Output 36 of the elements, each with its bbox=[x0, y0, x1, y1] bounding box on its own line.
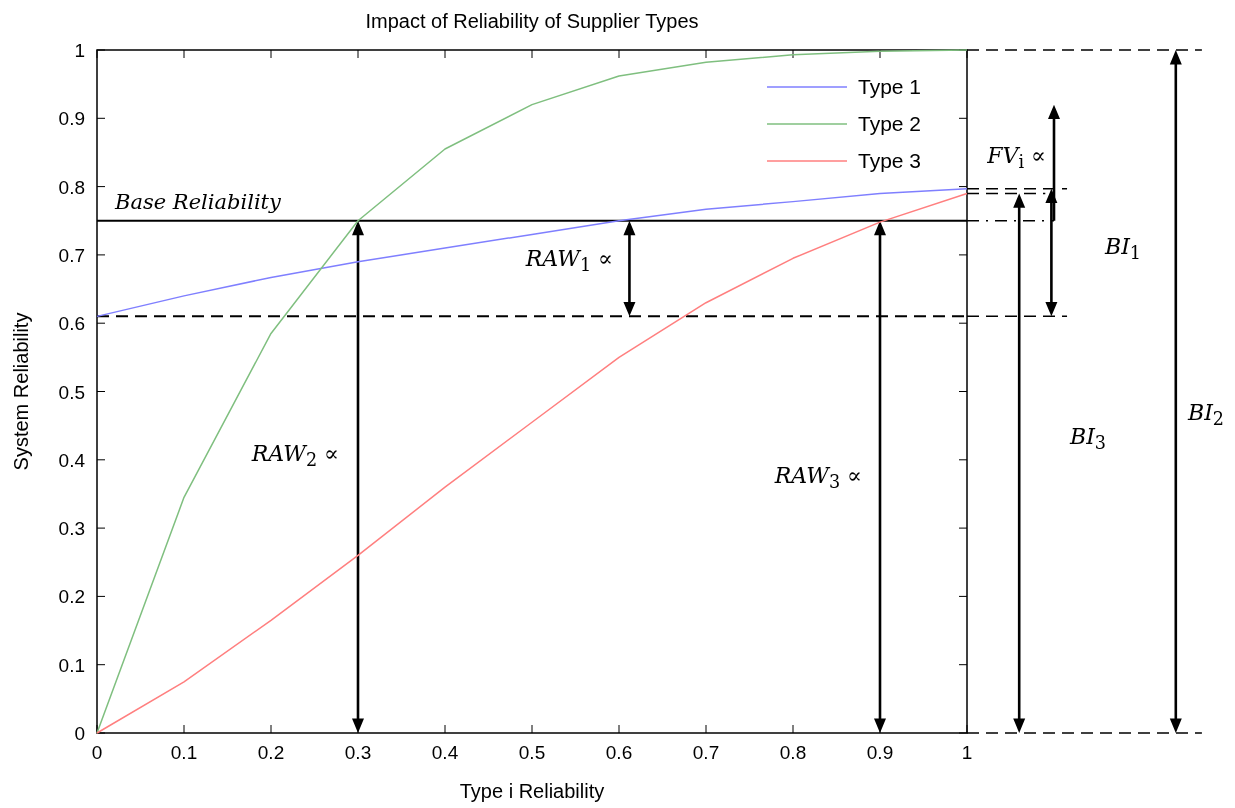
text: FV$_{i}$ ∝ bbox=[986, 143, 1046, 173]
y-tick-label: 0.2 bbox=[58, 586, 85, 608]
x-tick-label: 0 bbox=[91, 742, 103, 763]
x-tick-label: 0.6 bbox=[605, 742, 633, 763]
y-tick-label: 0.6 bbox=[58, 313, 85, 335]
x-tick-label: 0.2 bbox=[257, 742, 285, 763]
y-tick-label: 0.4 bbox=[58, 449, 86, 471]
x-tick-label: 0.8 bbox=[779, 742, 807, 763]
y-tick-label: 0.7 bbox=[58, 244, 85, 266]
annotation: RAW$_{1}$ ∝ bbox=[524, 246, 613, 276]
x-tick-label: 0.1 bbox=[170, 742, 198, 763]
x-tick-label: 0.7 bbox=[692, 742, 720, 763]
annotation: RAW$_{3}$ ∝ bbox=[773, 463, 862, 493]
y-axis-title: System Reliability bbox=[10, 312, 32, 471]
y-tick-label: 0.3 bbox=[58, 518, 85, 540]
chart-title: Impact of Reliability of Supplier Types bbox=[365, 10, 699, 32]
legend-label: Type 2 bbox=[858, 112, 922, 135]
x-tick-label: 0.3 bbox=[344, 742, 372, 763]
x-tick-label: 0.9 bbox=[866, 742, 894, 763]
y-tick-label: 1 bbox=[74, 40, 85, 61]
y-tick-label: 0.1 bbox=[58, 654, 85, 676]
y-tick-label: 0.9 bbox=[58, 108, 85, 130]
text: BI$_{3}$ bbox=[1069, 424, 1107, 454]
legend-label: Type 3 bbox=[858, 149, 922, 172]
x-tick-label: 0.5 bbox=[518, 742, 546, 763]
annotation: RAW$_{2}$ ∝ bbox=[250, 441, 339, 471]
x-axis-title: Type i Reliability bbox=[459, 780, 605, 802]
text: BI$_{1}$ bbox=[1104, 234, 1142, 264]
x-tick-label: 1 bbox=[961, 742, 973, 763]
ref-line-label: Base Reliability bbox=[114, 189, 283, 214]
y-tick-label: 0.8 bbox=[58, 176, 85, 198]
y-tick-label: 0 bbox=[74, 723, 85, 744]
text: BI$_{2}$ bbox=[1187, 400, 1225, 430]
legend-label: Type 1 bbox=[858, 75, 922, 98]
y-tick-label: 0.5 bbox=[58, 381, 85, 403]
x-tick-label: 0.4 bbox=[431, 742, 459, 763]
